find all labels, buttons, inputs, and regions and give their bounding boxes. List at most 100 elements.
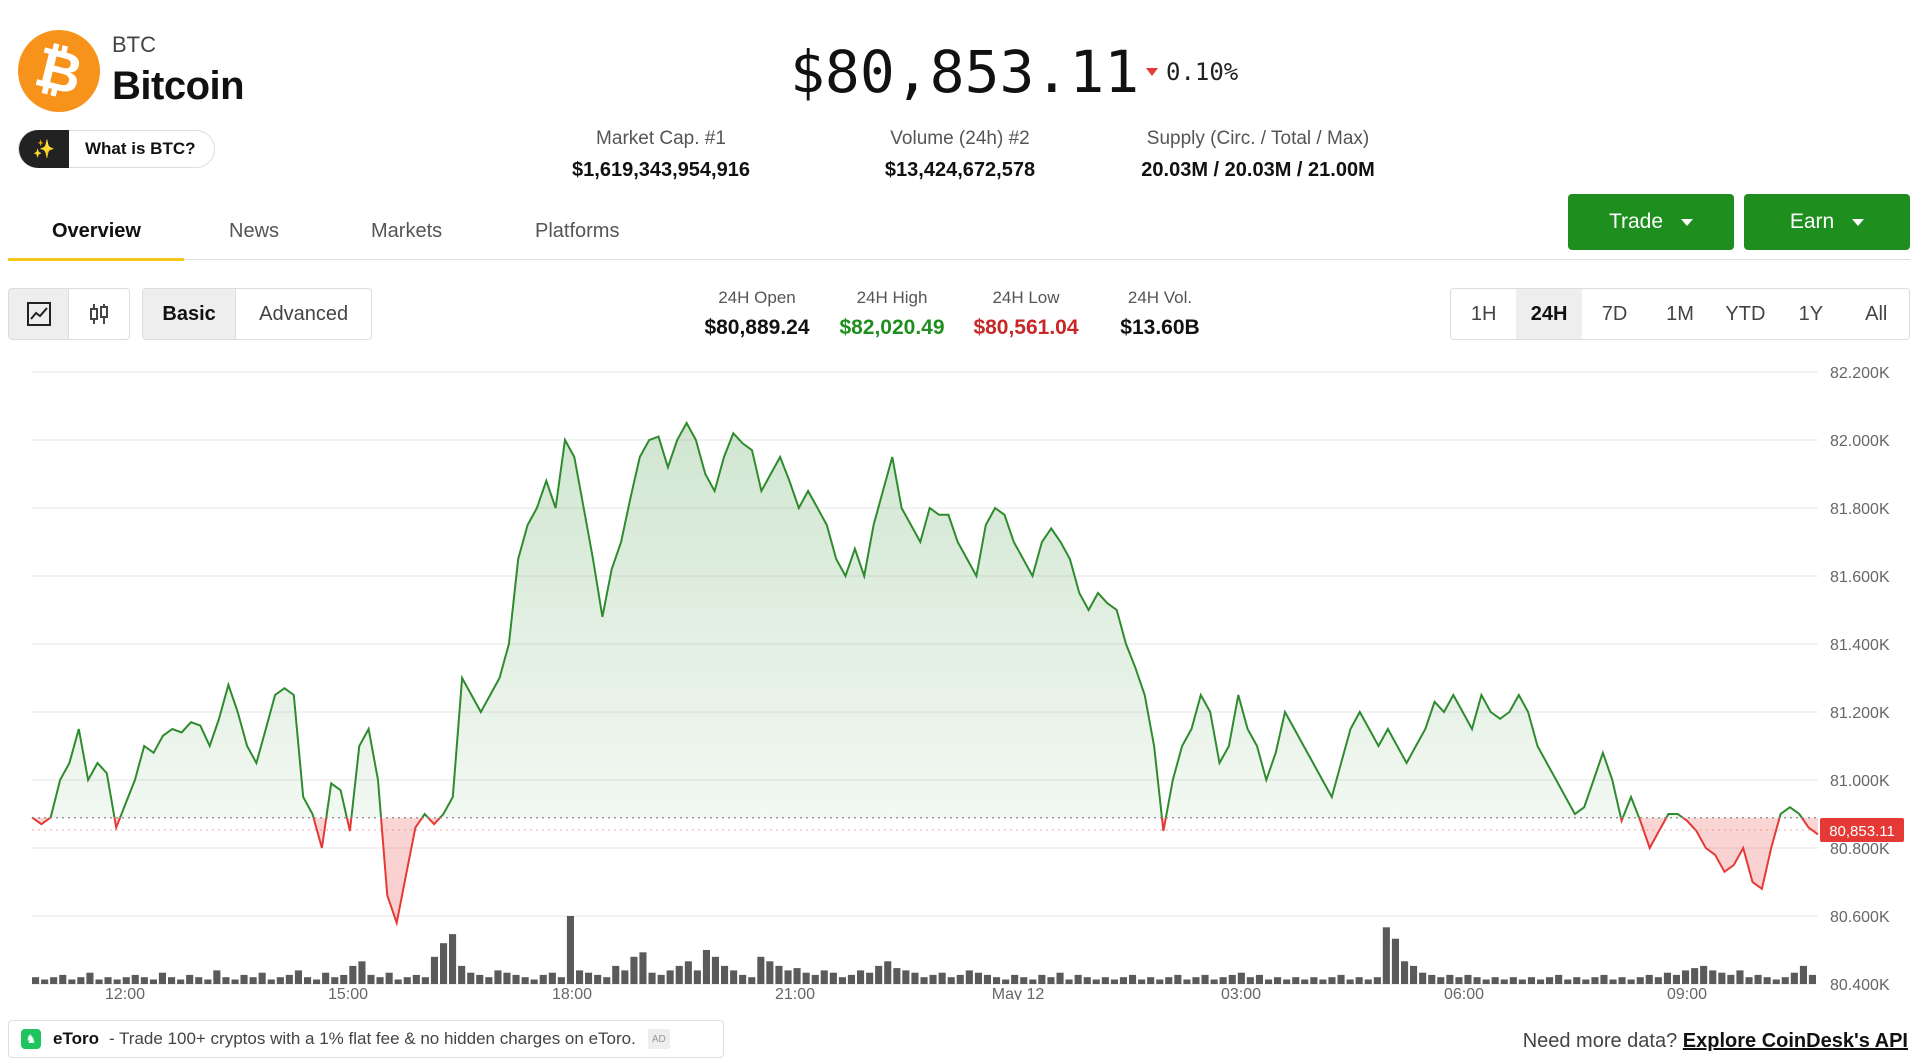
range-1m-button[interactable]: 1M [1666,302,1694,325]
volume-bar [1038,974,1046,984]
volume-bar [1437,977,1445,984]
tab-platforms[interactable]: Platforms [535,220,620,242]
coin-symbol: BTC [112,32,156,57]
bitcoin-glyph: ₿ [29,34,89,107]
volume-bar [186,974,194,984]
stat-label: Market Cap. #1 [596,128,726,149]
volume-bar [1056,972,1064,984]
y-tick-label: 80.400K [1830,977,1890,994]
volume-bar [304,977,312,984]
mode-basic-button[interactable]: Basic [143,289,237,339]
volume-bar [276,977,284,984]
trade-button[interactable]: Trade [1568,194,1734,250]
volume-bar [1700,965,1708,984]
volume-bar [512,974,520,984]
volume-bar [376,977,384,984]
volume-bar [1065,979,1073,984]
stat-value: $13,424,672,578 [884,159,1036,181]
volume-bar [77,977,85,984]
etoro-ad-banner[interactable]: ♞ eToro - Trade 100+ cryptos with a 1% f… [8,1020,724,1058]
volume-bar [693,970,701,984]
ohlc-label: 24H High [856,288,928,307]
volume-bar [1119,977,1127,984]
x-tick-label: 06:00 [1444,986,1484,1000]
volume-bar [467,972,475,984]
volume-bar [1790,972,1798,984]
volume-bar [1428,974,1436,984]
volume-bar [41,979,49,984]
volume-bar [68,979,76,984]
volume-bar [1709,970,1717,984]
stat-label: Volume (24h) #2 [890,128,1030,149]
range-all-button[interactable]: All [1865,302,1888,325]
price-area-up [32,423,1818,818]
range-ytd-button[interactable]: YTD [1725,302,1766,325]
ohlc-label: 24H Low [992,288,1060,307]
volume-bar [104,977,112,984]
volume-bar [1219,977,1227,984]
volume-bar [711,956,719,984]
mode-advanced-button[interactable]: Advanced [259,302,349,325]
volume-bar [1228,974,1236,984]
range-7d-button[interactable]: 7D [1601,302,1628,325]
volume-bar [1174,974,1182,984]
price-chart[interactable]: 82.200K 82.000K 81.800K 81.600K 81.400K 81.20… [0,360,1920,1000]
price-change: 0.10% [1146,58,1238,86]
range-24h-button[interactable]: 24H [1516,289,1582,339]
earn-button[interactable]: Earn [1744,194,1910,250]
volume-bar [1301,979,1309,984]
volume-bar [802,972,810,984]
volume-bar [1391,938,1399,984]
bitcoin-logo-icon: ₿ [18,30,100,112]
volume-bar [811,974,819,984]
volume-bar [231,979,239,984]
explore-api-link[interactable]: Explore CoinDesk's API [1682,1030,1908,1052]
volume-bar [1727,974,1735,984]
volume-bar [358,961,366,984]
volume-bar [929,974,937,984]
tab-overview[interactable]: Overview [52,220,141,242]
tab-markets[interactable]: Markets [371,220,443,242]
volume-bar [857,970,865,984]
volume-bar [1002,979,1010,984]
range-1y-button[interactable]: 1Y [1798,302,1824,325]
volume-bar [1509,977,1517,984]
volume-bar [1537,979,1545,984]
ohlc-label: 24H Vol. [1127,288,1193,307]
volume-bar [1201,974,1209,984]
tab-news[interactable]: News [229,220,280,242]
time-range-selector: 1H 24H 7D 1M YTD 1Y All [1450,288,1910,340]
what-is-btc-button[interactable]: ✨ What is BTC? [18,130,215,168]
chart-mode-toggle: Basic Advanced [142,288,372,340]
volume-bar [1645,974,1653,984]
volume-bar [1101,977,1109,984]
more-data-label: Need more data? [1522,1030,1678,1052]
volume-bar [1274,977,1282,984]
volume-bar [403,977,411,984]
volume-bar [1546,977,1554,984]
volume-bar [1591,977,1599,984]
volume-bar [1337,974,1345,984]
candlestick-icon [90,304,108,324]
line-chart-button[interactable] [9,289,70,339]
volume-bar [249,977,257,984]
volume-bar [1011,974,1019,984]
volume-bar [503,972,511,984]
volume-bar [1518,979,1526,984]
volume-bar [648,972,656,984]
range-1h-button[interactable]: 1H [1470,302,1497,325]
volume-bar [548,972,556,984]
coin-name: Bitcoin [112,64,245,108]
ohlc-volume: 24H Vol. $13.60B [1104,288,1216,340]
volume-bar [657,974,665,984]
candlestick-button[interactable] [69,289,129,339]
volume-bar [666,970,674,984]
volume-bar [1328,977,1336,984]
ohlc-value: $13.60B [1120,316,1200,339]
current-price-badge [1820,817,1904,842]
volume-bar [612,965,620,984]
volume-bar [485,977,493,984]
volume-bar [1355,977,1363,984]
volume-bar [122,977,130,984]
volume-bar [1609,979,1617,984]
